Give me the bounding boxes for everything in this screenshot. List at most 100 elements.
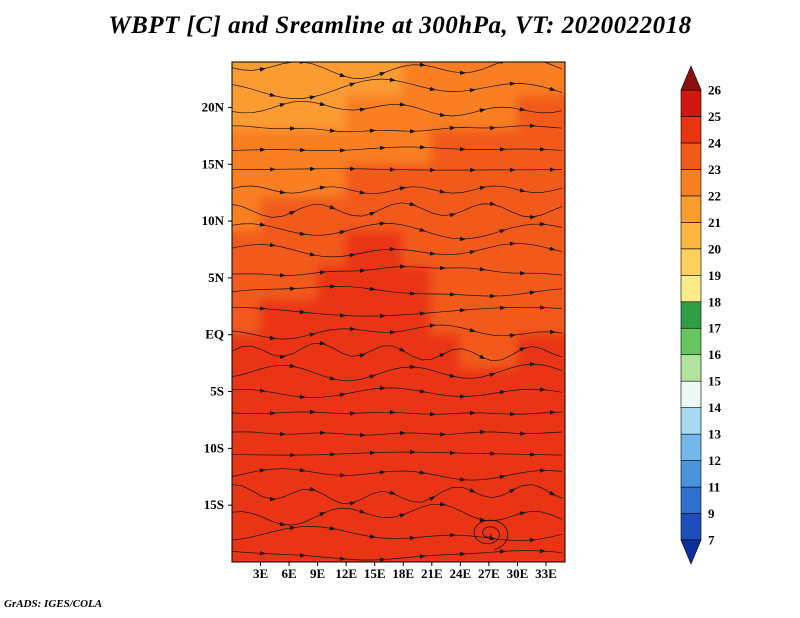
- streamline-arrow: [550, 167, 556, 172]
- streamline-arrow: [419, 311, 426, 316]
- colorbar-segment: [680, 407, 702, 435]
- heatmap-cell: [373, 265, 405, 302]
- streamline-arrow: [489, 372, 496, 377]
- lon-tick-label: 24E: [450, 566, 472, 581]
- heatmap-cell: [232, 436, 262, 472]
- streamline-arrow: [299, 468, 306, 473]
- heatmap-cell: [402, 95, 433, 131]
- heatmap-cell: [431, 265, 462, 302]
- streamline-arrow: [549, 246, 556, 251]
- heatmap-cell: [345, 333, 376, 370]
- streamline-arrow: [490, 293, 496, 299]
- colorbar-tick-label: 22: [708, 188, 721, 203]
- streamline: [232, 451, 563, 456]
- streamline-arrow: [529, 290, 536, 295]
- heatmap-cell: [516, 299, 547, 336]
- colorbar-tick-label: 14: [708, 400, 722, 415]
- streamline-arrow: [399, 430, 406, 436]
- heatmap-cell: [545, 368, 565, 404]
- heatmap-cell: [288, 470, 319, 506]
- heatmap-cell: [545, 95, 565, 131]
- colorbar-segment: [680, 142, 702, 170]
- streamline-arrow: [429, 251, 436, 256]
- streamline-arrow: [440, 265, 446, 271]
- heatmap-cell: [516, 163, 547, 200]
- streamline-arrow: [279, 431, 286, 437]
- streamline-arrow: [259, 306, 266, 311]
- streamline-arrow: [329, 284, 336, 289]
- heatmap-cell: [316, 538, 347, 562]
- streamline-arrow: [319, 270, 326, 275]
- streamline: [232, 185, 563, 195]
- lon-tick-label: 6E: [281, 566, 296, 581]
- heatmap-cell: [516, 197, 547, 234]
- streamline-arrow: [289, 286, 296, 291]
- streamline-arrow: [329, 376, 336, 381]
- heatmap-cell: [402, 436, 433, 472]
- streamline-arrow: [449, 373, 456, 378]
- colorbar-segment: [680, 169, 702, 197]
- streamline-arrow: [509, 81, 516, 86]
- streamline: [232, 503, 563, 526]
- heatmap-cell: [259, 231, 290, 268]
- streamline-arrow: [309, 252, 316, 257]
- streamline-arrow: [259, 222, 266, 227]
- streamline-arrow: [520, 271, 526, 276]
- streamline-arrow: [279, 273, 286, 278]
- heatmap-cell: [232, 333, 262, 370]
- streamline-arrow: [359, 268, 366, 273]
- colorbar-tick-label: 25: [708, 109, 722, 124]
- colorbar-tick-label: 21: [708, 215, 721, 230]
- streamline-arrow: [289, 363, 296, 368]
- streamline-arrow: [329, 204, 336, 210]
- streamline-arrow: [529, 215, 536, 220]
- heatmap-cell: [373, 333, 405, 370]
- streamline-arrow: [470, 167, 476, 173]
- heatmap-cell: [516, 368, 547, 404]
- heatmap-cell: [431, 333, 462, 370]
- streamline-arrow: [389, 410, 396, 415]
- streamline: [232, 223, 563, 240]
- heatmap-cell: [488, 163, 519, 200]
- heatmap-cell: [316, 231, 347, 268]
- streamline-arrow: [429, 496, 436, 501]
- heatmap-cell: [345, 62, 376, 97]
- heatmap-cell: [431, 538, 462, 562]
- heatmap-cell: [545, 265, 565, 302]
- streamline-arrow: [519, 107, 526, 112]
- heatmap-cell: [459, 62, 490, 97]
- streamline-arrow: [259, 388, 266, 393]
- streamline-arrow: [459, 477, 466, 482]
- streamline-arrow: [549, 329, 556, 334]
- heatmap-cell: [288, 368, 319, 404]
- streamline-arrow: [500, 147, 506, 152]
- streamline-arrow: [339, 313, 346, 318]
- streamline-arrow: [369, 128, 376, 133]
- streamline: [232, 387, 563, 398]
- colorbar-segment: [680, 460, 702, 488]
- streamline-arrow: [449, 125, 456, 131]
- heatmap-cell: [345, 95, 376, 131]
- lon-tick-label: 33E: [535, 566, 557, 581]
- heatmap-cell: [545, 504, 565, 541]
- streamline: [232, 266, 563, 276]
- heatmap-cell: [488, 299, 519, 336]
- streamline-arrow: [399, 102, 406, 107]
- streamline: [232, 550, 563, 561]
- lon-tick-label: 15E: [364, 566, 386, 581]
- heatmap-cell: [516, 538, 547, 562]
- heatmap-cell: [459, 368, 490, 404]
- heatmap-cell: [316, 197, 347, 234]
- streamline-arrow: [509, 333, 516, 338]
- heatmap-cell: [259, 402, 290, 438]
- streamline-arrow: [449, 450, 456, 455]
- streamline-arrow: [289, 211, 296, 216]
- heatmap-cell: [316, 299, 347, 336]
- streamline-arrow: [360, 432, 366, 438]
- streamline-arrow: [460, 236, 466, 242]
- heatmap-cell: [232, 265, 262, 302]
- heatmap-cell: [373, 436, 405, 472]
- colorbar-segment: [680, 116, 702, 144]
- streamline-arrow: [319, 512, 326, 517]
